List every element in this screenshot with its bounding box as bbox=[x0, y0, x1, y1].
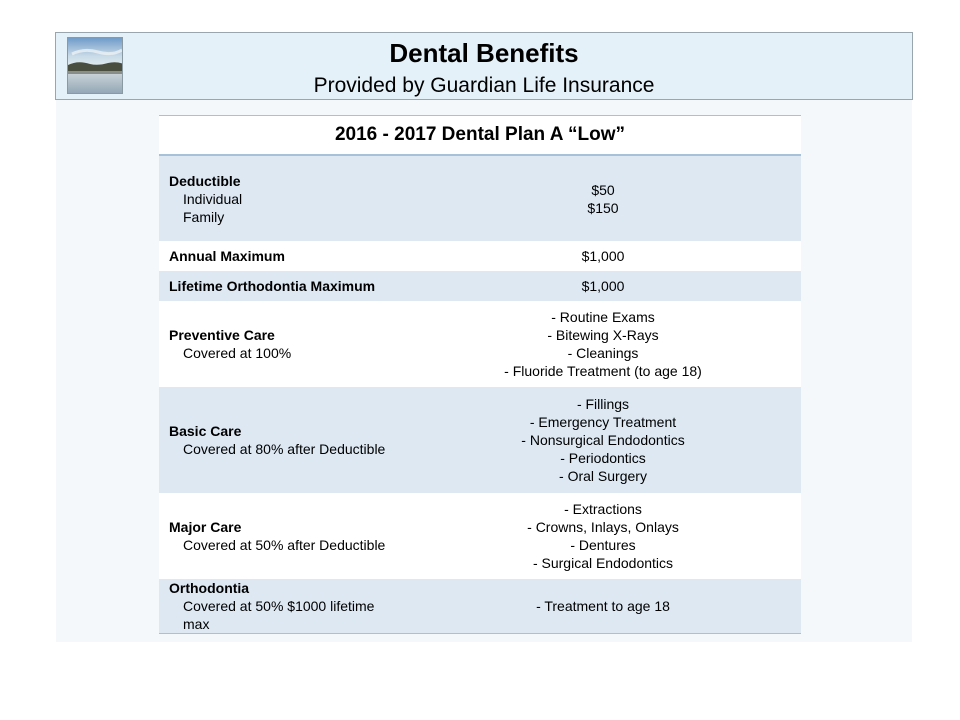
row-sublabel: Individual bbox=[183, 190, 243, 207]
row-sublabel: Covered at 50% $1000 lifetime max bbox=[183, 598, 375, 632]
row-value-cell: - Routine Exams - Bitewing X-Rays - Clea… bbox=[405, 301, 801, 387]
row-sublabel: Covered at 50% after Deductible bbox=[183, 537, 386, 553]
row-value: $1,000 bbox=[581, 278, 625, 294]
row-value-cell: $50 $150 bbox=[405, 155, 801, 241]
row-value: - Surgical Endodontics bbox=[532, 555, 674, 571]
row-value: - Nonsurgical Endodontics bbox=[521, 432, 685, 448]
row-label-cell: Lifetime Orthodontia Maximum bbox=[159, 271, 405, 301]
row-sublabel: Covered at 100% bbox=[183, 345, 292, 361]
row-value-cell: - Treatment to age 18 bbox=[405, 579, 801, 634]
table-title: 2016 - 2017 Dental Plan A “Low” bbox=[159, 115, 801, 156]
table-row-basic-care: Basic Care Covered at 80% after Deductib… bbox=[159, 387, 801, 493]
row-value: - Crowns, Inlays, Onlays bbox=[527, 519, 679, 535]
row-value: - Oral Surgery bbox=[559, 468, 647, 484]
row-value-cell: - Extractions - Crowns, Inlays, Onlays -… bbox=[405, 493, 801, 579]
row-label: Deductible bbox=[169, 172, 241, 189]
row-value: - Emergency Treatment bbox=[529, 414, 677, 430]
row-label: Orthodontia bbox=[169, 580, 250, 596]
row-value: - Treatment to age 18 bbox=[536, 598, 670, 614]
table-row-major-care: Major Care Covered at 50% after Deductib… bbox=[159, 493, 801, 579]
row-value: $1,000 bbox=[581, 248, 625, 264]
row-sublabel: Family bbox=[183, 208, 225, 225]
row-label-cell: Preventive Care Covered at 100% bbox=[159, 301, 405, 387]
row-label-cell: Basic Care Covered at 80% after Deductib… bbox=[159, 387, 405, 493]
table-row-lifetime-orthodontia-maximum: Lifetime Orthodontia Maximum $1,000 bbox=[159, 271, 801, 301]
row-value: $50 bbox=[591, 181, 615, 198]
page-title: Dental Benefits bbox=[389, 38, 579, 68]
row-label: Lifetime Orthodontia Maximum bbox=[169, 278, 376, 294]
table-row-annual-maximum: Annual Maximum $1,000 bbox=[159, 241, 801, 271]
row-label-cell: Deductible Individual Family bbox=[159, 155, 405, 241]
row-value: - Fillings bbox=[576, 396, 630, 412]
row-value-cell: - Fillings - Emergency Treatment - Nonsu… bbox=[405, 387, 801, 493]
lake-landscape-photo-icon bbox=[67, 37, 123, 94]
row-label: Major Care bbox=[169, 519, 242, 535]
header-banner: Dental Benefits Provided by Guardian Lif… bbox=[55, 32, 913, 100]
row-value-cell: $1,000 bbox=[405, 271, 801, 301]
dental-plan-table: 2016 - 2017 Dental Plan A “Low” Deductib… bbox=[159, 115, 801, 634]
row-label-cell: Major Care Covered at 50% after Deductib… bbox=[159, 493, 405, 579]
table-row-orthodontia: Orthodontia Covered at 50% $1000 lifetim… bbox=[159, 579, 801, 634]
row-label: Preventive Care bbox=[169, 327, 275, 343]
row-value: - Cleanings bbox=[567, 345, 639, 361]
page-subtitle: Provided by Guardian Life Insurance bbox=[313, 74, 655, 97]
row-value: - Fluoride Treatment (to age 18) bbox=[504, 363, 702, 379]
table-row-preventive-care: Preventive Care Covered at 100% - Routin… bbox=[159, 301, 801, 387]
row-label: Basic Care bbox=[169, 423, 242, 439]
row-value: $150 bbox=[587, 199, 619, 216]
table-row-deductible: Deductible Individual Family $50 $150 bbox=[159, 155, 801, 241]
row-label: Annual Maximum bbox=[169, 248, 285, 264]
row-value-cell: $1,000 bbox=[405, 241, 801, 271]
row-label-cell: Annual Maximum bbox=[159, 241, 405, 271]
row-sublabel: Covered at 80% after Deductible bbox=[183, 441, 386, 457]
row-value: - Bitewing X-Rays bbox=[547, 327, 659, 343]
row-value: - Extractions bbox=[564, 501, 642, 517]
row-label-cell: Orthodontia Covered at 50% $1000 lifetim… bbox=[159, 579, 405, 634]
row-value: - Periodontics bbox=[560, 450, 646, 466]
row-value: - Routine Exams bbox=[551, 309, 655, 325]
row-value: - Dentures bbox=[570, 537, 636, 553]
